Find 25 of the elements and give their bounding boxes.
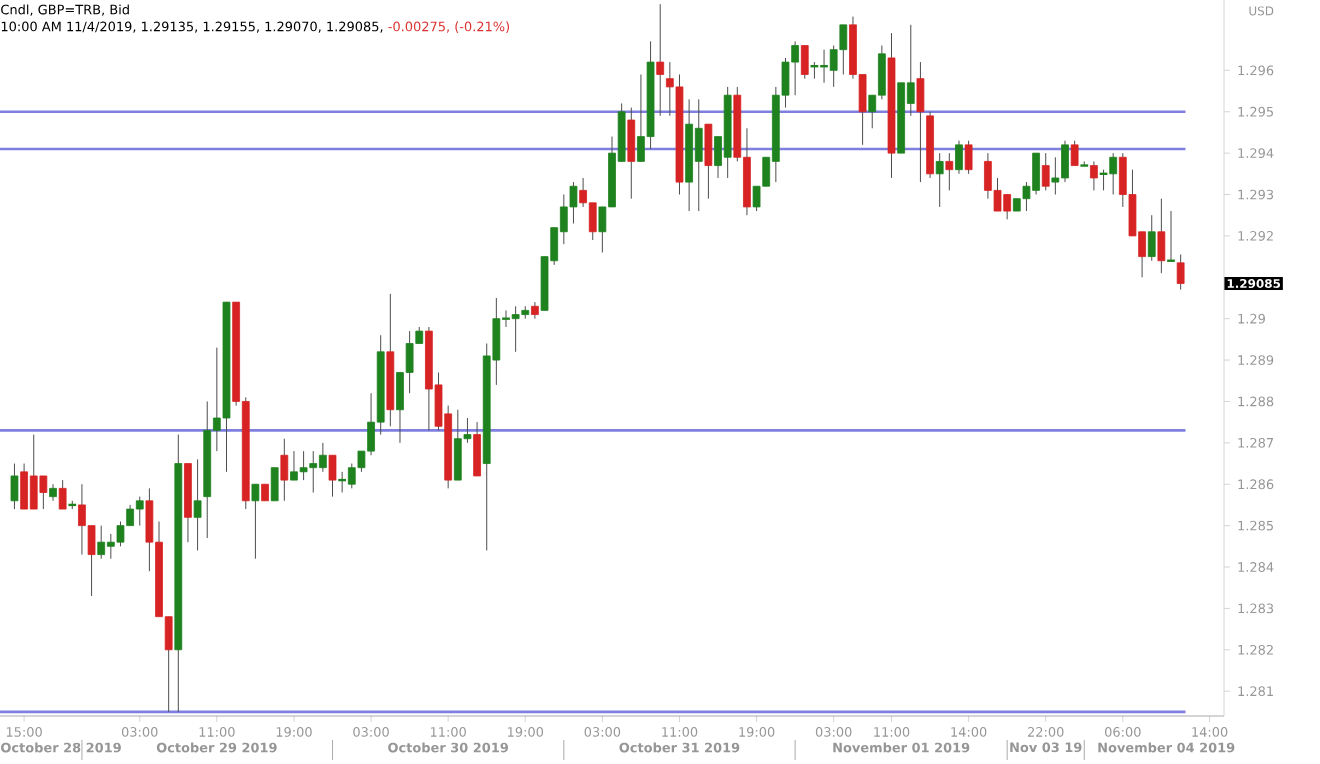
candlestick <box>1041 152 1050 191</box>
candlestick <box>1176 254 1185 291</box>
candlestick <box>955 140 963 175</box>
candlestick <box>49 483 57 502</box>
candlestick <box>193 458 202 551</box>
candlestick <box>945 152 954 191</box>
candlestick <box>1070 140 1079 167</box>
candlestick <box>58 479 67 510</box>
candlestick <box>704 123 713 200</box>
candlestick <box>10 463 19 510</box>
candlestick <box>935 152 944 208</box>
candlestick <box>531 301 539 320</box>
candlestick <box>280 438 289 502</box>
candlestick <box>656 3 665 117</box>
candlestick <box>251 483 260 560</box>
candlestick <box>1147 214 1156 262</box>
candlestick <box>800 45 809 80</box>
candlestick <box>1157 198 1166 274</box>
candlestick <box>916 61 925 183</box>
candlestick <box>964 140 973 175</box>
candlestick <box>328 454 337 498</box>
candlestick <box>1090 160 1098 191</box>
candlestick <box>473 421 481 477</box>
candlestick <box>627 107 636 200</box>
candlestick <box>270 467 279 502</box>
